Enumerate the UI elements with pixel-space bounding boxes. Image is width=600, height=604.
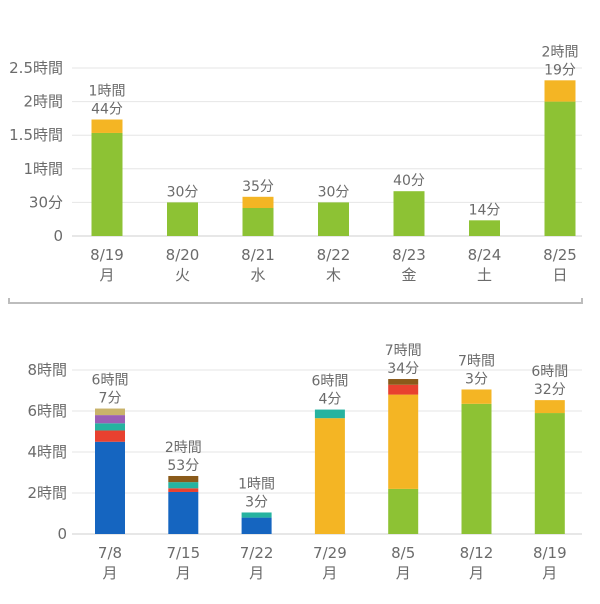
weekly-bar-segment-teal bbox=[95, 423, 125, 431]
daily-y-tick-label: 2時間 bbox=[23, 93, 63, 111]
weekly-bar-segment-khaki bbox=[95, 408, 125, 416]
daily-y-tick-label: 1時間 bbox=[23, 160, 63, 178]
weekly-bar-segment-green bbox=[534, 413, 565, 534]
weekly-bar-segment-yellow bbox=[314, 418, 345, 534]
weekly-total-label: 6時間 bbox=[311, 374, 348, 390]
daily-bar-segment-green bbox=[544, 101, 576, 236]
weekly-bar-segment-teal bbox=[241, 512, 272, 518]
weekly-bar-segment-brown bbox=[168, 475, 199, 483]
weekly-x-sublabel: 月 bbox=[102, 564, 117, 582]
weekly-y-tick-label: 8時間 bbox=[27, 361, 67, 379]
daily-bar-segment-yellow bbox=[544, 80, 576, 102]
daily-x-sublabel: 水 bbox=[250, 266, 265, 284]
weekly-bar-segment-blue bbox=[168, 491, 199, 534]
weekly-bar-segment-yellow bbox=[461, 389, 492, 404]
weekly-total-label: 2時間 bbox=[165, 440, 202, 456]
daily-total-label: 44分 bbox=[91, 102, 123, 118]
weekly-bar-segment-green bbox=[388, 488, 419, 534]
daily-x-tick-label: 8/20 bbox=[166, 246, 200, 264]
weekly-total-label: 1時間 bbox=[238, 476, 275, 492]
weekly-bar-segment-red bbox=[168, 488, 199, 492]
daily-bar-segment-green bbox=[393, 191, 425, 236]
weekly-x-tick-label: 7/8 bbox=[98, 544, 122, 562]
section-divider bbox=[8, 298, 583, 304]
daily-chart: 0 30分 1時間 1.5時間 2時間 2.5時間 1時間 44分 8/19 月 30分 8/20 火 3… bbox=[0, 0, 600, 300]
weekly-x-sublabel: 月 bbox=[176, 564, 191, 582]
daily-x-tick-label: 8/25 bbox=[543, 246, 577, 264]
daily-total-label: 1時間 bbox=[89, 84, 126, 100]
weekly-x-sublabel: 月 bbox=[396, 564, 411, 582]
weekly-bar-segment-teal bbox=[168, 482, 199, 489]
weekly-total-label: 7時間 bbox=[385, 343, 422, 359]
weekly-y-tick-label: 0 bbox=[57, 525, 67, 543]
daily-bar-segment-yellow bbox=[242, 196, 274, 208]
daily-y-tick-label: 1.5時間 bbox=[9, 126, 63, 144]
daily-x-sublabel: 火 bbox=[175, 266, 190, 284]
weekly-total-label: 7分 bbox=[99, 391, 122, 407]
weekly-bar-segment-blue bbox=[241, 517, 272, 534]
daily-total-label: 2時間 bbox=[542, 44, 579, 60]
weekly-x-tick-label: 8/19 bbox=[533, 544, 567, 562]
weekly-x-tick-label: 8/12 bbox=[460, 544, 494, 562]
daily-x-tick-label: 8/24 bbox=[468, 246, 502, 264]
daily-bar-segment-green bbox=[242, 208, 274, 236]
weekly-chart: 0 2時間 4時間 6時間 8時間 6時間 7分 7/8 月 2時間 53分 7/15 月 1時間 3分 7/… bbox=[0, 310, 600, 600]
weekly-x-tick-label: 8/5 bbox=[391, 544, 415, 562]
weekly-bar-segment-teal bbox=[314, 409, 345, 419]
daily-x-tick-label: 8/22 bbox=[317, 246, 351, 264]
daily-bar-segment-green bbox=[167, 202, 198, 236]
daily-total-label: 30分 bbox=[318, 184, 350, 200]
daily-y-tick-label: 2.5時間 bbox=[9, 59, 63, 77]
weekly-y-tick-label: 2時間 bbox=[27, 484, 67, 502]
daily-x-tick-label: 8/21 bbox=[241, 246, 275, 264]
weekly-bar-segment-yellow bbox=[534, 400, 565, 414]
weekly-total-label: 34分 bbox=[387, 361, 419, 377]
daily-bar-segment-green bbox=[469, 220, 500, 236]
weekly-x-sublabel: 月 bbox=[322, 564, 337, 582]
weekly-x-sublabel: 月 bbox=[542, 564, 557, 582]
daily-x-sublabel: 木 bbox=[326, 266, 341, 284]
daily-bar-segment-green bbox=[318, 202, 349, 236]
daily-x-sublabel: 土 bbox=[477, 266, 492, 284]
daily-y-tick-label: 0 bbox=[53, 227, 63, 245]
daily-x-tick-label: 8/19 bbox=[90, 246, 124, 264]
weekly-total-label: 3分 bbox=[465, 371, 488, 387]
weekly-x-tick-label: 7/15 bbox=[166, 544, 200, 562]
weekly-x-tick-label: 7/22 bbox=[240, 544, 274, 562]
weekly-total-label: 32分 bbox=[534, 382, 566, 398]
weekly-total-label: 6時間 bbox=[531, 364, 568, 380]
weekly-bar-segment-red bbox=[95, 430, 125, 442]
weekly-bar-segment-red bbox=[388, 384, 419, 395]
daily-y-tick-label: 30分 bbox=[29, 193, 63, 211]
weekly-bar-segment-yellow bbox=[388, 394, 419, 489]
weekly-bar-segment-blue bbox=[95, 441, 125, 534]
weekly-bar-segment-green bbox=[461, 403, 492, 534]
weekly-y-tick-label: 6時間 bbox=[27, 402, 67, 420]
daily-bar-segment-yellow bbox=[91, 119, 123, 133]
weekly-y-tick-label: 4時間 bbox=[27, 443, 67, 461]
daily-x-tick-label: 8/23 bbox=[392, 246, 426, 264]
weekly-total-label: 7時間 bbox=[458, 353, 495, 369]
weekly-bar-segment-brown bbox=[388, 379, 419, 385]
daily-x-sublabel: 日 bbox=[552, 266, 567, 284]
daily-x-sublabel: 月 bbox=[99, 266, 114, 284]
weekly-total-label: 6時間 bbox=[92, 373, 129, 389]
weekly-total-label: 4分 bbox=[318, 392, 341, 408]
weekly-chart-svg: 0 2時間 4時間 6時間 8時間 6時間 7分 7/8 月 2時間 53分 7/15 月 1時間 3分 7/… bbox=[27, 343, 582, 582]
daily-total-label: 40分 bbox=[393, 173, 425, 189]
weekly-x-sublabel: 月 bbox=[249, 564, 264, 582]
daily-total-label: 19分 bbox=[544, 62, 576, 78]
daily-total-label: 30分 bbox=[167, 184, 199, 200]
daily-x-sublabel: 金 bbox=[401, 266, 416, 284]
weekly-bar-segment-purple bbox=[95, 415, 125, 424]
weekly-x-tick-label: 7/29 bbox=[313, 544, 347, 562]
weekly-total-label: 53分 bbox=[167, 458, 199, 474]
weekly-total-label: 3分 bbox=[245, 494, 268, 510]
daily-chart-svg: 0 30分 1時間 1.5時間 2時間 2.5時間 1時間 44分 8/19 月 30分 8/20 火 3… bbox=[9, 44, 582, 284]
daily-total-label: 14分 bbox=[469, 202, 501, 218]
daily-total-label: 35分 bbox=[242, 179, 274, 195]
daily-bar-segment-green bbox=[91, 132, 123, 236]
weekly-x-sublabel: 月 bbox=[469, 564, 484, 582]
